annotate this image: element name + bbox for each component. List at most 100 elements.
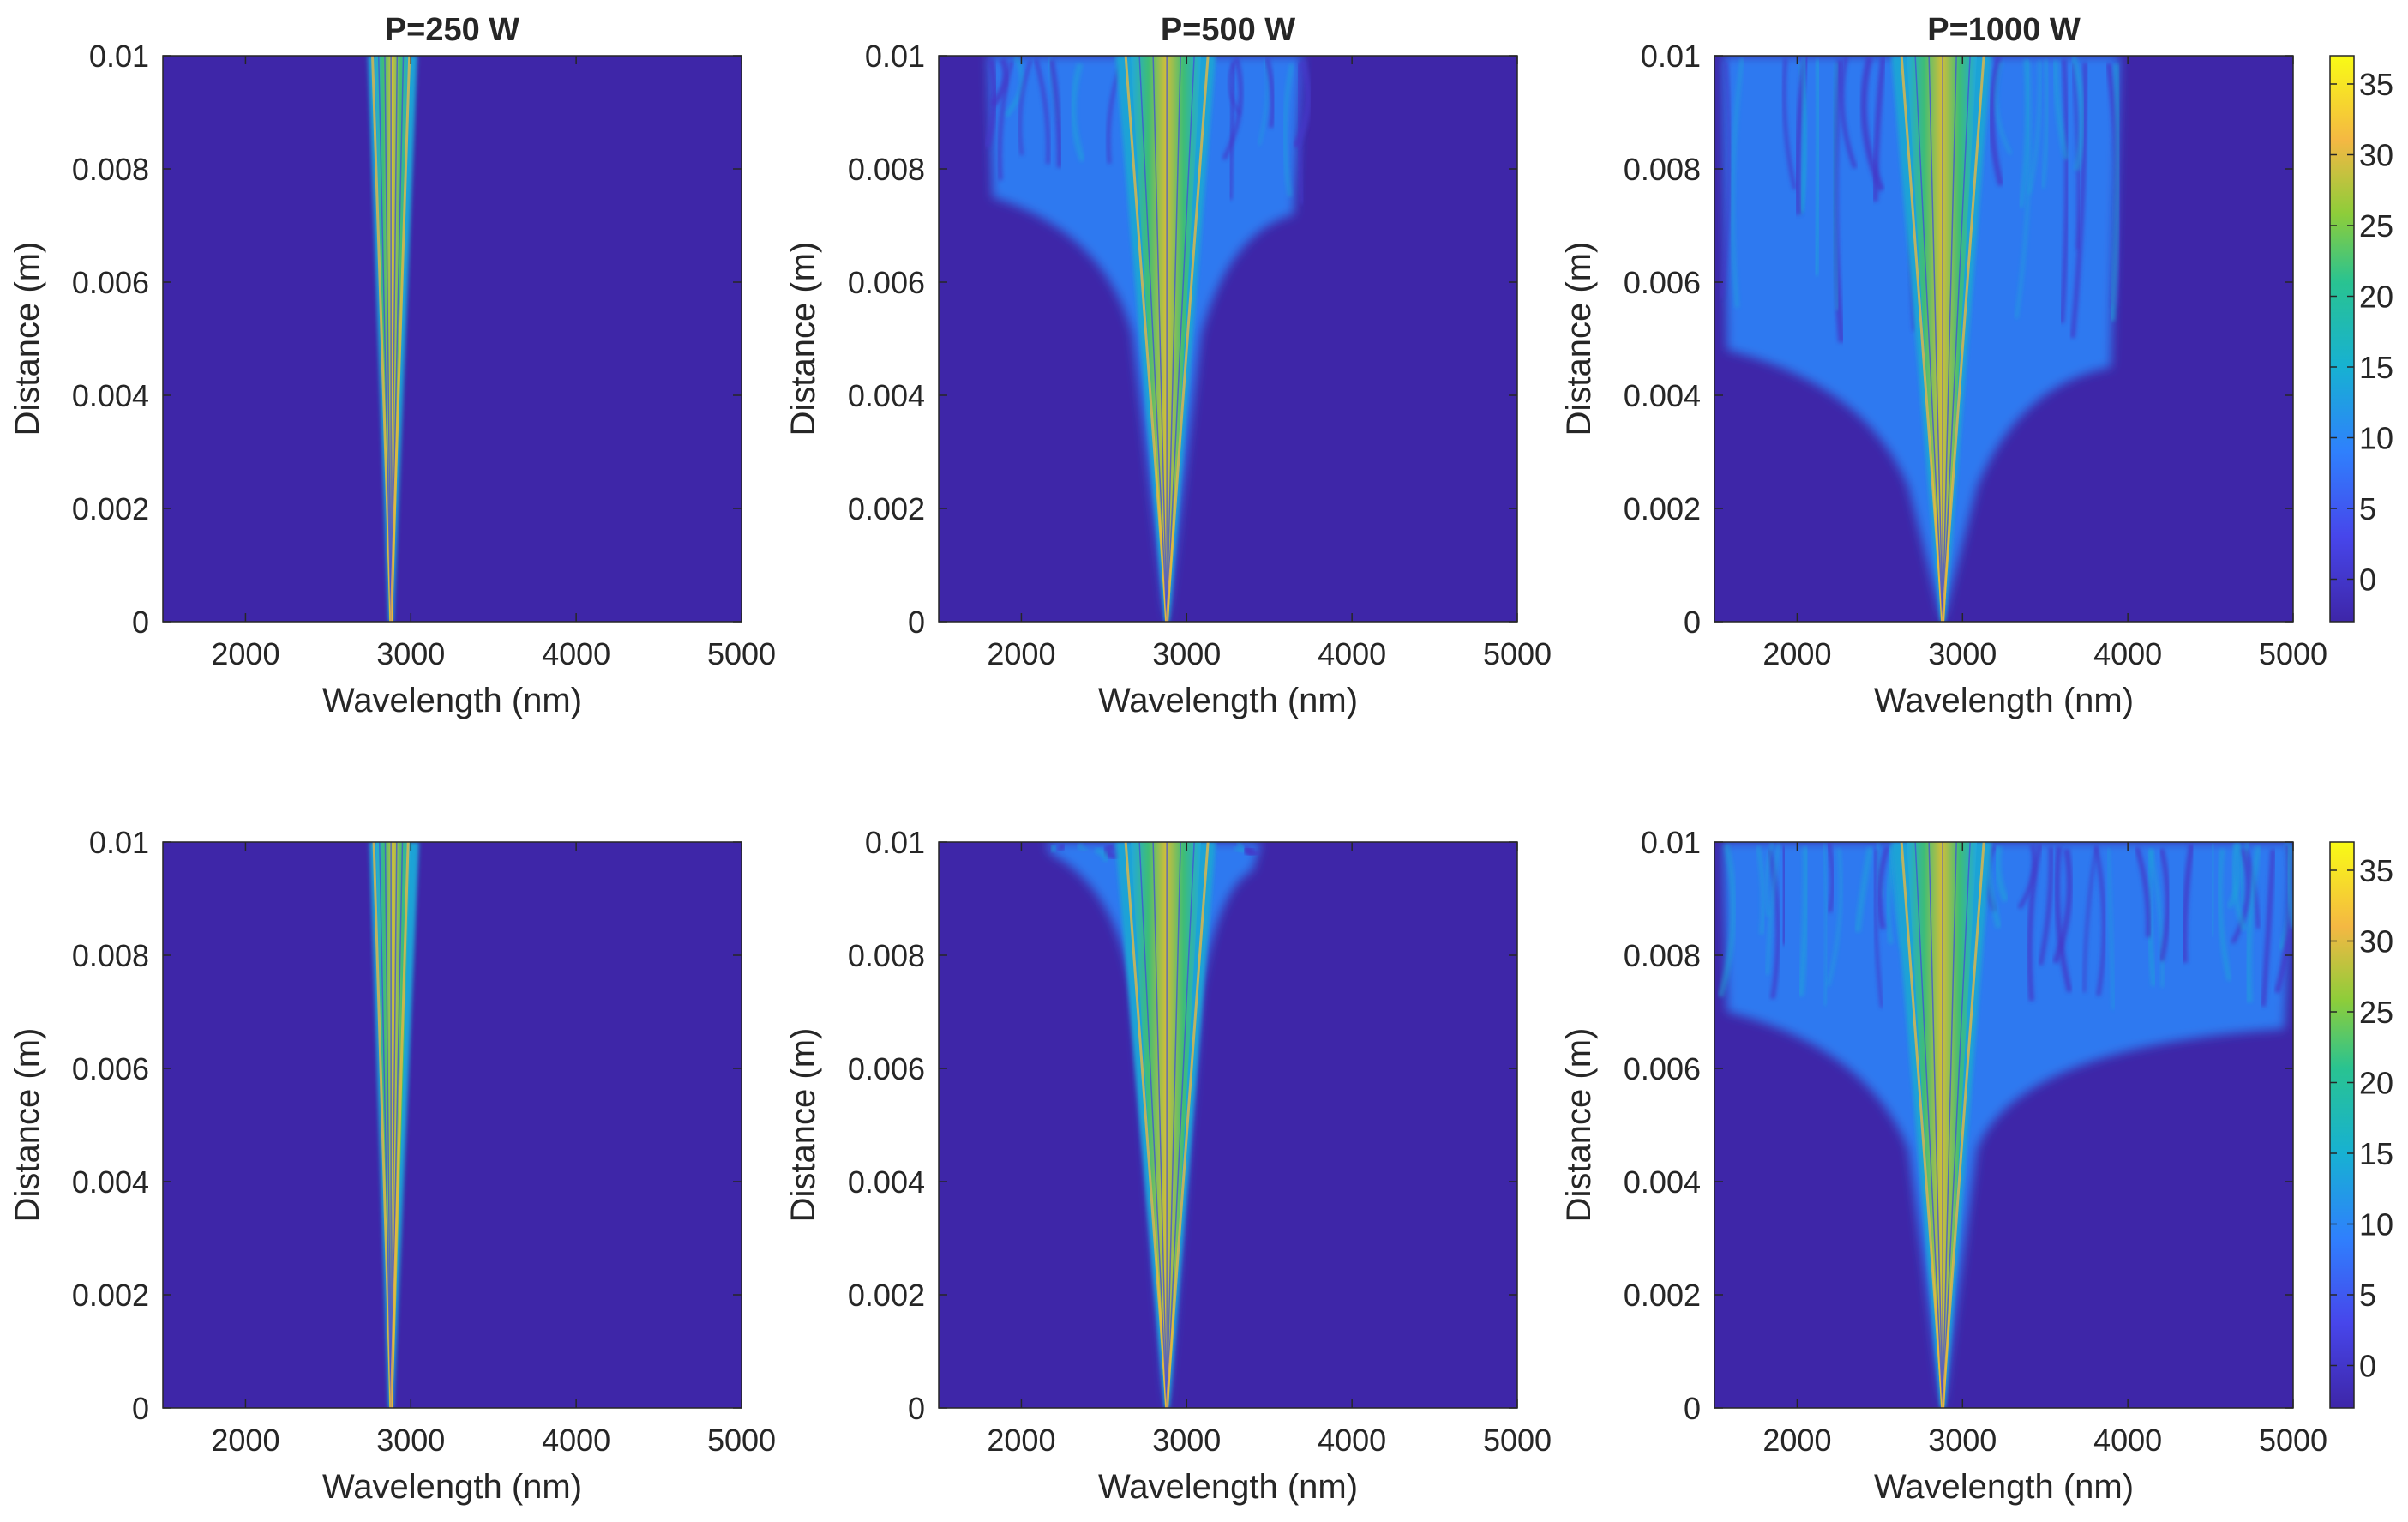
y-tick-label: 0.01 bbox=[1641, 825, 1701, 860]
texture-streak bbox=[2093, 846, 2106, 996]
plot-background bbox=[939, 842, 1517, 1408]
texture-streak bbox=[1070, 63, 1086, 162]
spectral-core bbox=[1907, 56, 1978, 622]
x-tick-label: 2000 bbox=[1762, 1423, 1831, 1458]
x-tick-label: 2000 bbox=[1762, 636, 1831, 671]
texture-streak bbox=[1854, 846, 1873, 933]
panel-2-1: 2000 3000 4000 5000 0 0.002 0.004 0.006 0.008 0.0… bbox=[9, 825, 776, 1506]
heatmap-area bbox=[1046, 842, 1262, 1408]
x-tick-label: 4000 bbox=[1318, 1423, 1386, 1458]
texture-streak bbox=[989, 57, 1009, 108]
fringe-line bbox=[377, 56, 392, 622]
y-tick-label: 0.002 bbox=[1624, 491, 1701, 526]
y-tick-label: 0.01 bbox=[89, 825, 149, 860]
texture-streak bbox=[1799, 57, 1808, 213]
y-tick-label: 0.002 bbox=[72, 1278, 149, 1313]
texture-streak bbox=[1228, 63, 1236, 200]
texture-streak bbox=[2038, 846, 2054, 966]
x-tick-label: 4000 bbox=[2093, 636, 2162, 671]
texture-streak bbox=[1731, 57, 1744, 308]
texture-streak bbox=[2069, 62, 2088, 339]
y-tick-label: 0.006 bbox=[848, 265, 925, 300]
fringe-line bbox=[1166, 56, 1195, 622]
texture-streak bbox=[2240, 842, 2249, 905]
texture-streak bbox=[1057, 842, 1066, 852]
texture-streak bbox=[1826, 848, 1843, 987]
fringe-line bbox=[1166, 56, 1181, 622]
fringe-line bbox=[389, 842, 410, 1408]
texture-streak bbox=[1767, 849, 1780, 1000]
heatmap-area bbox=[369, 842, 419, 1408]
x-tick-label: 4000 bbox=[1318, 636, 1386, 671]
y-tick-label: 0 bbox=[1684, 1391, 1701, 1426]
texture-streak bbox=[1222, 57, 1243, 160]
texture-streak bbox=[2217, 848, 2232, 982]
texture-streak bbox=[1296, 63, 1305, 204]
y-axis-label: Distance (m) bbox=[784, 242, 822, 436]
spectral-core bbox=[1907, 842, 1978, 1408]
y-tick-label: 0.01 bbox=[1641, 39, 1701, 74]
x-tick-label: 3000 bbox=[376, 1423, 445, 1458]
y-tick-label: 0.002 bbox=[848, 1278, 925, 1313]
texture-streak bbox=[2245, 845, 2262, 1003]
y-tick-label: 0.004 bbox=[848, 1164, 925, 1200]
texture-streak bbox=[1049, 844, 1056, 854]
y-tick-label: 0.006 bbox=[1624, 1051, 1701, 1086]
fringe-line bbox=[1165, 842, 1210, 1408]
x-tick-label: 2000 bbox=[987, 636, 1055, 671]
texture-streak bbox=[2027, 844, 2043, 1002]
y-tick-label: 0 bbox=[908, 605, 925, 640]
colorbar-tick-label: 30 bbox=[2359, 924, 2393, 960]
y-tick-label: 0.01 bbox=[865, 39, 925, 74]
y-tick-label: 0 bbox=[1684, 605, 1701, 640]
panel-title: P=250 W bbox=[385, 12, 519, 48]
texture-streak bbox=[1994, 61, 2013, 155]
texture-streak bbox=[2231, 843, 2248, 932]
x-tick-label: 3000 bbox=[376, 636, 445, 671]
colorbar-tick-label: 5 bbox=[2359, 491, 2376, 526]
panel-2-2: 2000 3000 4000 5000 0 0.002 0.004 0.006 0.008 0.0… bbox=[784, 825, 1552, 1506]
texture-streak bbox=[1764, 842, 1774, 917]
texture-streak bbox=[2108, 63, 2122, 322]
fringe-line bbox=[1928, 56, 1943, 622]
x-tick-label: 3000 bbox=[1152, 636, 1221, 671]
y-tick-label: 0.008 bbox=[72, 938, 149, 973]
colorbar-tick-label: 10 bbox=[2359, 421, 2393, 456]
x-tick-label: 3000 bbox=[1928, 636, 1997, 671]
texture-streak bbox=[1877, 845, 1890, 929]
fringe-line bbox=[1152, 56, 1168, 622]
x-tick-label: 2000 bbox=[987, 1423, 1055, 1458]
texture-streak bbox=[1004, 56, 1024, 118]
texture-streak bbox=[2070, 56, 2086, 171]
x-axis-label: Wavelength (nm) bbox=[1098, 1468, 1358, 1506]
axes-box bbox=[1714, 55, 2294, 623]
texture-streak bbox=[2017, 844, 2037, 910]
texture-streak bbox=[1782, 58, 1797, 190]
y-tick-label: 0.008 bbox=[1624, 152, 1701, 187]
x-tick-label: 3000 bbox=[1152, 1423, 1221, 1458]
y-tick-label: 0.008 bbox=[848, 152, 925, 187]
fringe-line bbox=[390, 56, 399, 622]
fringe-line bbox=[1138, 842, 1168, 1408]
texture-streak bbox=[1048, 59, 1063, 168]
x-tick-label: 2000 bbox=[211, 1423, 279, 1458]
texture-streak bbox=[2054, 846, 2073, 993]
texture-streak bbox=[1780, 845, 1787, 945]
texture-streak bbox=[1077, 842, 1088, 852]
colorbar-tick-label: 20 bbox=[2359, 280, 2393, 315]
axes-box bbox=[162, 841, 742, 1409]
fringe-line bbox=[384, 56, 392, 622]
texture-streak bbox=[2231, 847, 2251, 945]
heatmap-area bbox=[1717, 842, 2293, 1408]
colorbar-tick-label: 25 bbox=[2359, 995, 2393, 1030]
y-axis-label: Distance (m) bbox=[9, 242, 46, 436]
texture-streak bbox=[2135, 846, 2152, 937]
texture-streak bbox=[1034, 58, 1051, 165]
fringe-line bbox=[1900, 56, 1944, 622]
panel-1-2: 2000 3000 4000 5000 0 0.002 0.004 0.006 0.008 0.0… bbox=[784, 12, 1552, 719]
heatmap-area bbox=[1720, 56, 2122, 622]
colorbar-tick-label: 20 bbox=[2359, 1066, 2393, 1101]
x-tick-label: 4000 bbox=[2093, 1423, 2162, 1458]
texture-streak bbox=[2027, 60, 2042, 195]
